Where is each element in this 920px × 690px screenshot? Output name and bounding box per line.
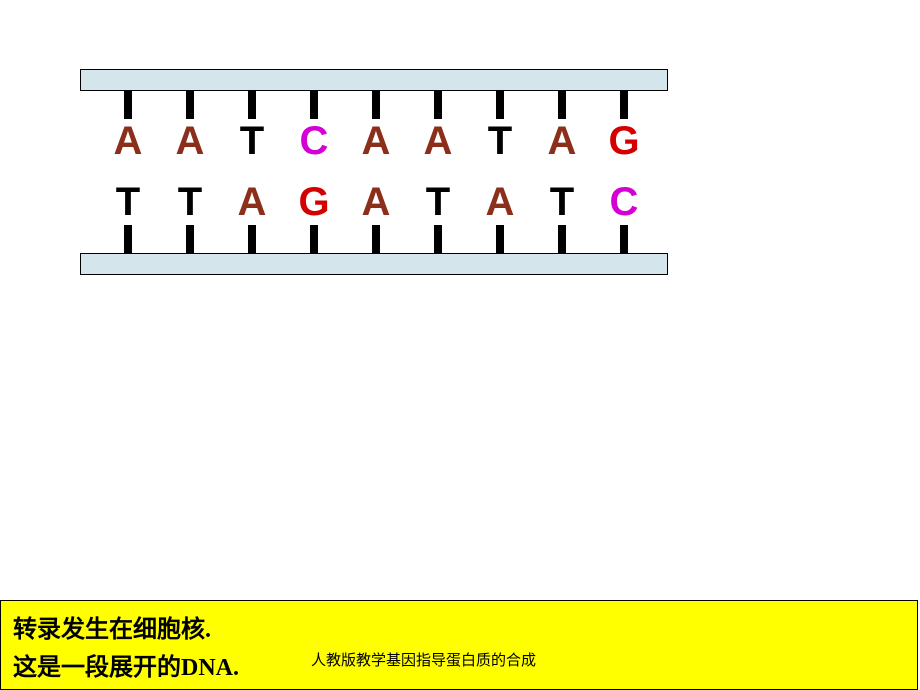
caption-line-1: 转录发生在细胞核.: [13, 611, 905, 649]
base-tick: [310, 225, 318, 253]
base-unit: T: [534, 172, 590, 253]
base-tick: [434, 91, 442, 119]
base-tick: [248, 91, 256, 119]
base-letter-T: T: [100, 180, 156, 225]
backbone-top: [80, 69, 668, 91]
base-letter-T: T: [224, 119, 280, 164]
base-unit: C: [596, 172, 652, 253]
base-unit: T: [100, 172, 156, 253]
base-letter-A: A: [534, 119, 590, 164]
base-tick: [558, 91, 566, 119]
base-letter-A: A: [100, 119, 156, 164]
base-letter-C: C: [596, 180, 652, 225]
base-letter-T: T: [534, 180, 590, 225]
base-unit: A: [472, 172, 528, 253]
base-letter-T: T: [472, 119, 528, 164]
base-unit: A: [348, 91, 404, 172]
base-tick: [496, 91, 504, 119]
base-unit: C: [286, 91, 342, 172]
base-unit: T: [162, 172, 218, 253]
base-tick: [372, 225, 380, 253]
base-tick: [620, 225, 628, 253]
base-letter-C: C: [286, 119, 342, 164]
base-unit: A: [224, 172, 280, 253]
base-unit: T: [410, 172, 466, 253]
center-caption: 人教版教学基因指导蛋白质的合成: [311, 649, 536, 670]
base-unit: A: [410, 91, 466, 172]
base-unit: A: [100, 91, 156, 172]
base-tick: [558, 225, 566, 253]
base-letter-A: A: [162, 119, 218, 164]
backbone-bottom: [80, 253, 668, 275]
base-letter-G: G: [596, 119, 652, 164]
base-letter-A: A: [348, 180, 404, 225]
base-tick: [186, 91, 194, 119]
base-tick: [248, 225, 256, 253]
base-letter-A: A: [472, 180, 528, 225]
base-unit: T: [472, 91, 528, 172]
base-letter-A: A: [410, 119, 466, 164]
base-tick: [310, 91, 318, 119]
base-tick: [186, 225, 194, 253]
base-tick: [496, 225, 504, 253]
base-unit: A: [348, 172, 404, 253]
base-tick: [124, 91, 132, 119]
base-letter-T: T: [162, 180, 218, 225]
base-unit: A: [162, 91, 218, 172]
top-strand: AATCAATAG: [80, 91, 668, 172]
base-tick: [372, 91, 380, 119]
base-unit: G: [596, 91, 652, 172]
caption-box: 转录发生在细胞核. 这是一段展开的DNA. 人教版教学基因指导蛋白质的合成: [0, 600, 918, 690]
base-letter-A: A: [348, 119, 404, 164]
base-unit: T: [224, 91, 280, 172]
base-tick: [124, 225, 132, 253]
base-letter-T: T: [410, 180, 466, 225]
bottom-strand: TTAGATATC: [80, 172, 668, 253]
base-tick: [620, 91, 628, 119]
base-tick: [434, 225, 442, 253]
dna-diagram: AATCAATAG TTAGATATC: [80, 69, 668, 275]
base-letter-G: G: [286, 180, 342, 225]
base-unit: A: [534, 91, 590, 172]
base-letter-A: A: [224, 180, 280, 225]
base-unit: G: [286, 172, 342, 253]
